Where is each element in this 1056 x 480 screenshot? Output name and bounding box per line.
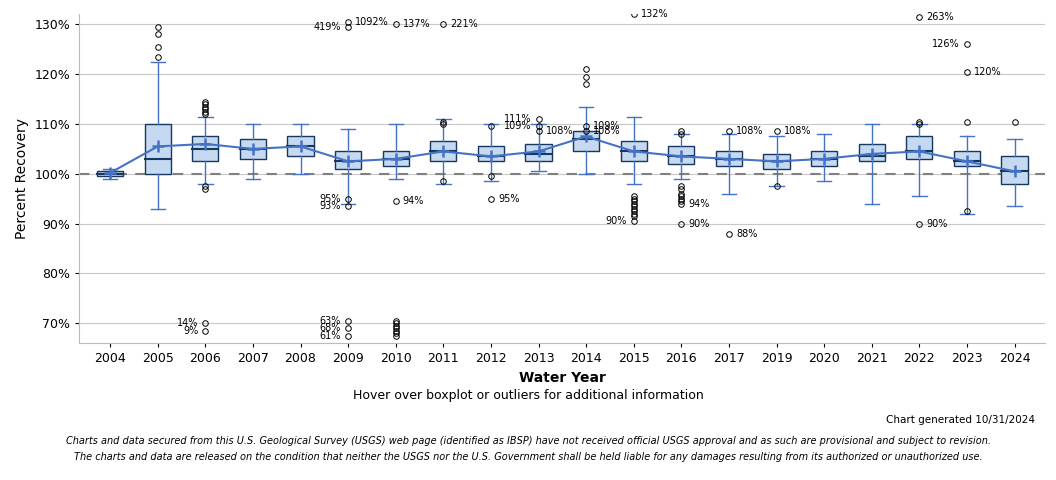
- Text: 68%: 68%: [320, 323, 341, 333]
- Text: 126%: 126%: [932, 39, 960, 49]
- Y-axis label: Percent Recovery: Percent Recovery: [15, 118, 29, 240]
- Text: 14%: 14%: [176, 318, 199, 328]
- Text: 108%: 108%: [546, 126, 573, 136]
- Text: 9%: 9%: [183, 326, 199, 336]
- Text: 95%: 95%: [498, 194, 520, 204]
- Text: 109%: 109%: [593, 121, 621, 132]
- Text: 90%: 90%: [605, 216, 626, 226]
- Text: 419%: 419%: [314, 22, 341, 32]
- Text: 109%: 109%: [504, 121, 531, 132]
- Text: 132%: 132%: [641, 10, 668, 19]
- Text: 120%: 120%: [974, 67, 1002, 77]
- Text: 90%: 90%: [689, 218, 710, 228]
- Text: 93%: 93%: [320, 201, 341, 211]
- Text: 1092%: 1092%: [355, 17, 389, 27]
- Bar: [192, 136, 219, 161]
- Text: 61%: 61%: [320, 331, 341, 341]
- Bar: [763, 154, 790, 169]
- Text: 88%: 88%: [736, 228, 757, 239]
- Bar: [382, 151, 409, 167]
- Bar: [668, 146, 695, 164]
- Text: 108%: 108%: [736, 126, 763, 136]
- Text: 63%: 63%: [320, 316, 341, 326]
- Bar: [621, 142, 647, 161]
- Bar: [716, 151, 742, 167]
- Bar: [906, 136, 932, 159]
- Text: 90%: 90%: [926, 218, 948, 228]
- Text: 108%: 108%: [593, 126, 621, 136]
- Bar: [573, 132, 599, 151]
- Text: 137%: 137%: [403, 19, 431, 29]
- Text: 94%: 94%: [403, 196, 425, 206]
- Bar: [240, 139, 266, 159]
- Bar: [859, 144, 885, 161]
- Bar: [335, 151, 361, 169]
- Bar: [954, 151, 980, 167]
- Bar: [97, 171, 124, 176]
- Bar: [526, 144, 551, 161]
- Bar: [811, 151, 837, 167]
- Bar: [430, 142, 456, 161]
- Text: Chart generated 10/31/2024: Chart generated 10/31/2024: [886, 415, 1035, 425]
- Bar: [287, 136, 314, 156]
- Text: Charts and data secured from this U.S. Geological Survey (USGS) web page (identi: Charts and data secured from this U.S. G…: [65, 436, 991, 445]
- X-axis label: Water Year: Water Year: [518, 371, 606, 385]
- Text: Hover over boxplot or outliers for additional information: Hover over boxplot or outliers for addit…: [353, 389, 703, 403]
- Bar: [145, 124, 171, 174]
- Text: 95%: 95%: [320, 194, 341, 204]
- Text: 108%: 108%: [784, 126, 811, 136]
- Text: 263%: 263%: [926, 12, 954, 22]
- Text: 111%: 111%: [504, 114, 531, 124]
- Bar: [1001, 156, 1027, 184]
- Text: 94%: 94%: [689, 199, 710, 209]
- Text: The charts and data are released on the condition that neither the USGS nor the : The charts and data are released on the …: [74, 452, 982, 462]
- Text: 221%: 221%: [451, 19, 478, 29]
- Bar: [477, 146, 504, 161]
